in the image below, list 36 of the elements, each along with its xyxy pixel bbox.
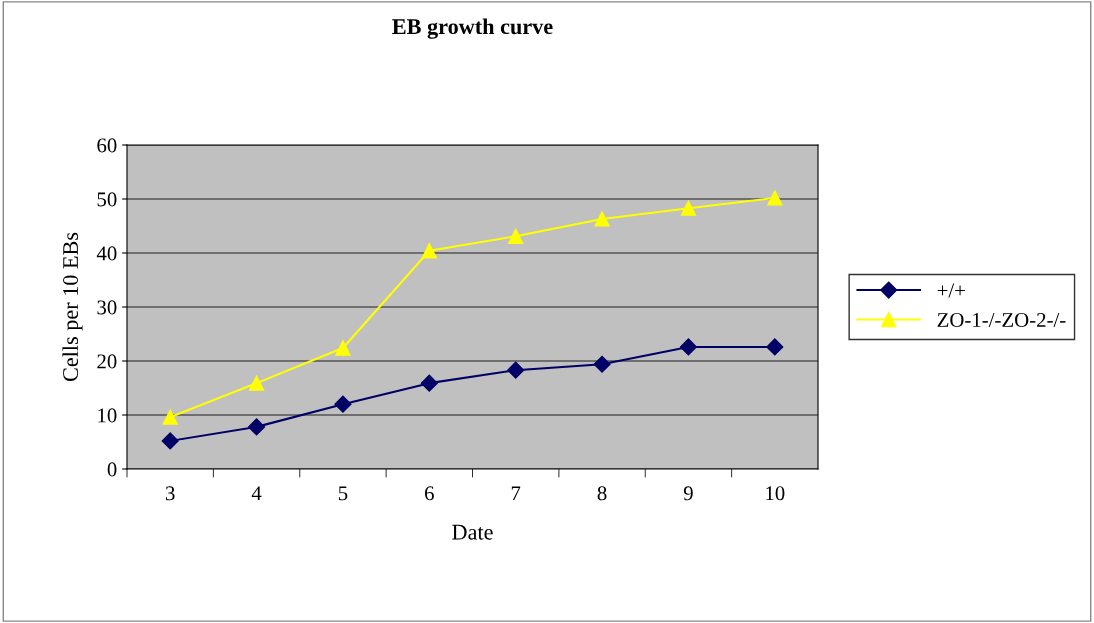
point [420,374,438,392]
x-tick-label: 5 [338,486,348,501]
y-tick-label: 20 [97,354,117,369]
point [594,211,610,227]
y-tick-label: 60 [97,138,117,153]
point [679,338,697,356]
x-tick-label: 6 [425,486,434,501]
point [248,375,265,391]
point [680,200,697,216]
y-tick-label: 0 [107,462,117,477]
point [507,361,525,379]
y-tick-label: 40 [96,246,117,261]
x-axis-title: Date [452,524,493,540]
x-tick-label: 7 [511,486,521,501]
x-tick-label: 10 [766,486,785,501]
point [248,418,266,436]
point [161,432,179,450]
point [508,228,524,244]
x-tick-label: 9 [683,486,693,501]
y-tick-label: 30 [97,300,117,315]
point [421,243,437,259]
legend-label: +/+ [937,283,965,298]
point [766,338,784,356]
y-tick-label: 10 [98,408,117,423]
y-tick-label: 50 [97,192,117,207]
legend-label: ZO-1-/-ZO-2-/- [937,313,1066,327]
x-tick-label: 3 [165,486,175,501]
point [162,409,178,425]
chart-title: EB growth curve [392,18,553,39]
point [767,190,783,206]
y-axis-title: Cells per 10 EBs [62,232,83,382]
point [335,340,351,356]
x-tick-label: 8 [597,486,607,501]
point [593,355,611,373]
point [334,395,352,413]
x-tick-label: 4 [251,486,262,501]
